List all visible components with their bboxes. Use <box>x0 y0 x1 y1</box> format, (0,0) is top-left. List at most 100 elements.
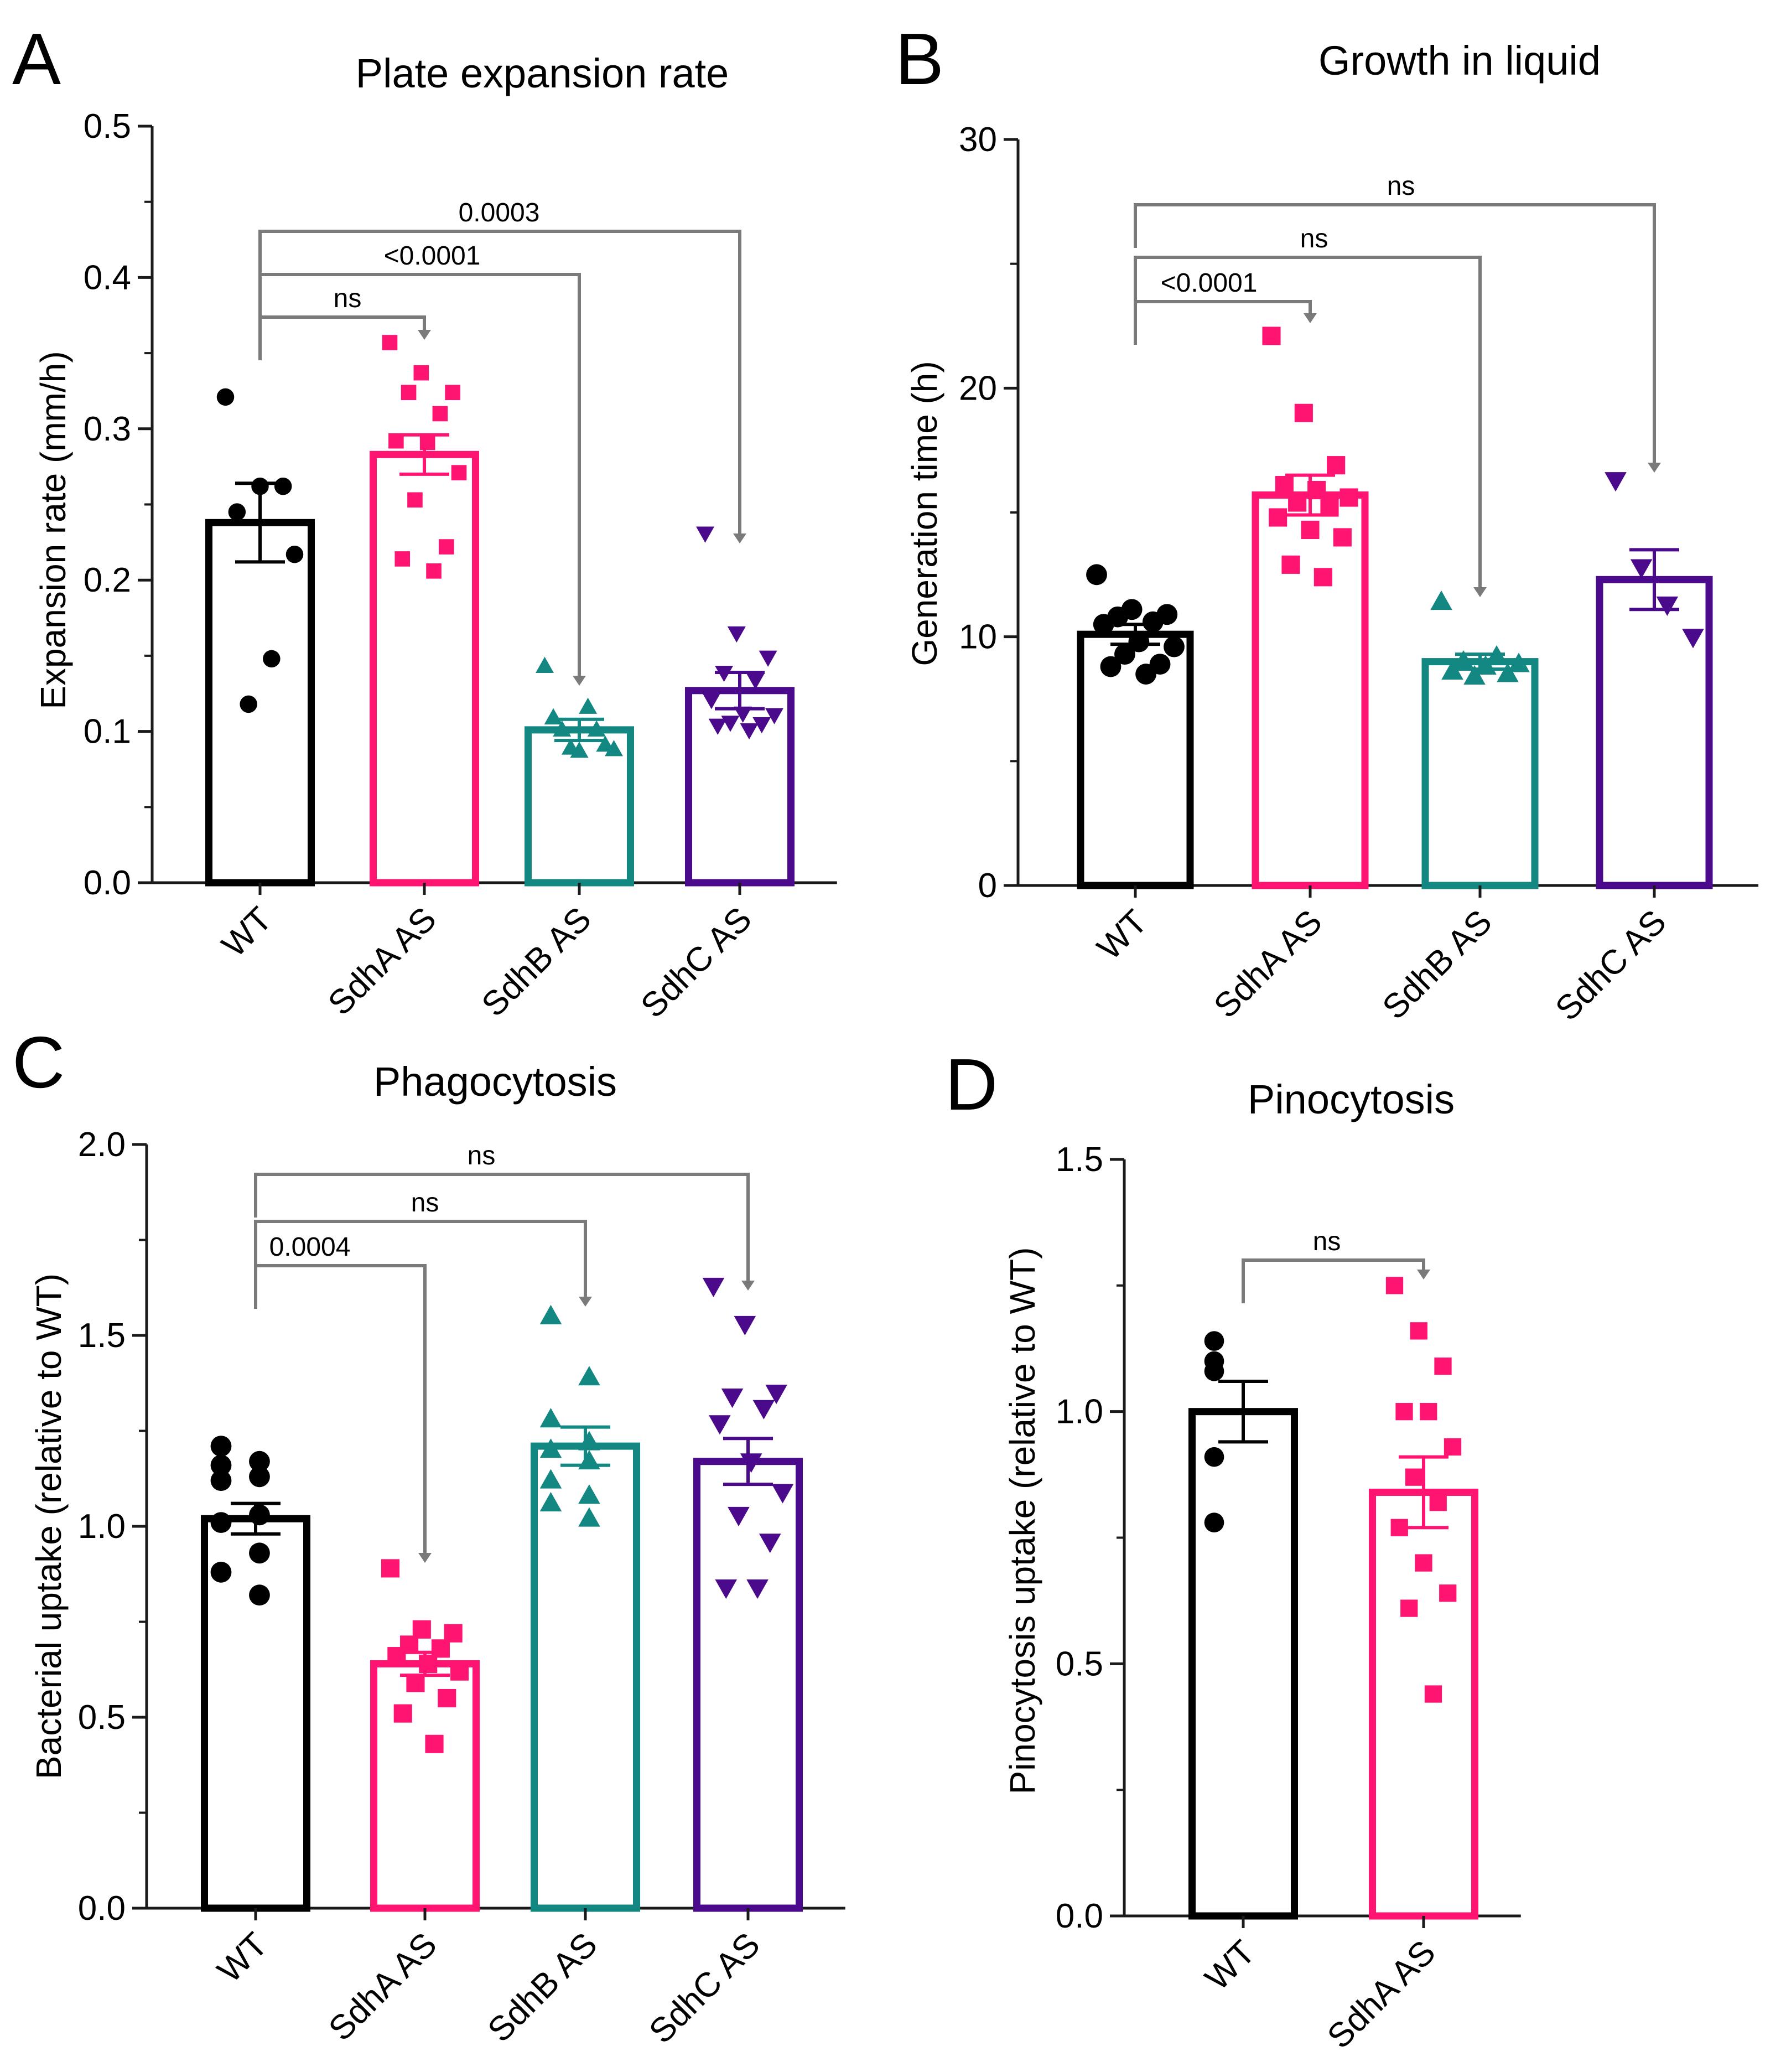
data-point <box>1415 1554 1432 1572</box>
data-point <box>1275 476 1294 495</box>
y-tick-label: 30 <box>959 121 997 159</box>
data-point <box>426 563 442 579</box>
data-point <box>1135 664 1156 685</box>
significance-label: ns <box>468 1141 496 1170</box>
y-tick-label: 0.5 <box>1056 1645 1103 1683</box>
data-point <box>401 385 417 400</box>
y-tick-label: 20 <box>959 369 997 407</box>
y-tick-label: 0.4 <box>84 258 131 297</box>
data-point <box>1434 1358 1452 1375</box>
y-tick-label: 0.5 <box>84 107 131 146</box>
data-point <box>536 656 554 674</box>
data-point <box>1463 665 1486 685</box>
bracket-arrowhead <box>741 1281 755 1291</box>
significance-bracket <box>1134 203 1656 465</box>
significance-bracket <box>1134 300 1312 345</box>
data-point <box>1204 1512 1224 1533</box>
significance-label: ns <box>411 1188 439 1218</box>
data-point <box>1682 629 1704 649</box>
data-point <box>708 718 727 735</box>
data-point <box>579 697 598 714</box>
data-point <box>1288 493 1307 512</box>
panel-letter: D <box>945 1044 998 1125</box>
data-point <box>1395 1403 1413 1421</box>
data-point <box>425 1734 444 1753</box>
data-point <box>539 1491 562 1511</box>
significance-bracket <box>1134 256 1482 589</box>
y-tick-label: 0.0 <box>84 864 131 902</box>
data-point <box>1313 568 1332 587</box>
data-point <box>1086 564 1107 586</box>
significance-label: ns <box>1300 224 1328 253</box>
data-point <box>1508 652 1530 672</box>
data-point <box>413 365 429 381</box>
data-point <box>1142 611 1164 633</box>
data-point <box>1424 1685 1442 1703</box>
panel-letter: A <box>12 18 61 100</box>
bracket-arrowhead <box>418 330 431 340</box>
data-point <box>1656 596 1679 616</box>
data-point <box>578 1507 600 1527</box>
data-point <box>240 695 257 713</box>
data-point <box>1128 631 1150 652</box>
data-point <box>228 503 246 521</box>
significance-label: 0.0004 <box>269 1232 351 1262</box>
chart-title: Phagocytosis <box>373 1059 617 1105</box>
data-point <box>216 388 235 406</box>
y-tick-label: 0.0 <box>1056 1897 1103 1935</box>
data-point <box>759 650 777 667</box>
data-point <box>702 693 721 709</box>
y-tick-label: 0.2 <box>84 561 131 599</box>
significance-label: ns <box>1313 1227 1341 1256</box>
bracket-arrowhead <box>1473 587 1487 597</box>
data-point <box>696 526 714 543</box>
y-tick-label: 0.0 <box>78 1889 126 1928</box>
data-point <box>539 1408 562 1428</box>
y-axis-title: Expansion rate (mm/h) <box>33 351 73 709</box>
data-point <box>1340 488 1358 507</box>
data-point <box>1430 590 1452 610</box>
data-point <box>1204 1447 1224 1467</box>
data-point <box>1294 403 1313 422</box>
bracket-arrowhead <box>579 1297 592 1307</box>
data-point <box>1327 456 1346 475</box>
chart-title: Growth in liquid <box>1318 38 1601 84</box>
y-axis-title: Generation time (h) <box>905 361 944 666</box>
bracket-arrowhead <box>573 676 586 686</box>
significance-bracket <box>254 1173 750 1283</box>
data-point <box>587 720 606 737</box>
data-point <box>740 1453 762 1473</box>
panel-letter: B <box>895 18 944 100</box>
data-point <box>1444 1438 1462 1456</box>
significance-bracket <box>258 230 741 536</box>
data-point <box>1093 614 1114 635</box>
data-point <box>605 740 623 757</box>
data-point <box>274 477 292 495</box>
data-point <box>1405 1468 1423 1486</box>
data-point <box>746 1579 769 1599</box>
data-point <box>1410 1322 1427 1340</box>
data-point <box>210 1561 232 1583</box>
data-point <box>1100 656 1122 677</box>
significance-label: ns <box>1387 172 1415 201</box>
y-tick-label: 2.0 <box>78 1126 126 1164</box>
data-point <box>752 1400 775 1420</box>
data-point <box>1204 1331 1224 1351</box>
data-point <box>210 1512 232 1534</box>
data-point <box>702 1277 725 1297</box>
data-point <box>393 1704 412 1723</box>
y-tick-label: 0.1 <box>84 713 131 751</box>
data-point <box>721 1389 744 1408</box>
data-point <box>1439 1584 1457 1602</box>
chart-title: Pinocytosis <box>1248 1076 1455 1122</box>
data-point <box>734 706 752 723</box>
data-point <box>1333 528 1352 547</box>
data-point <box>553 720 572 737</box>
data-point <box>1452 650 1475 670</box>
significance-label: <0.0001 <box>1161 268 1258 298</box>
significance-bracket <box>254 1264 427 1555</box>
data-point <box>1385 1277 1404 1294</box>
data-point <box>263 650 281 668</box>
data-point <box>438 539 454 555</box>
data-point <box>1114 644 1135 665</box>
